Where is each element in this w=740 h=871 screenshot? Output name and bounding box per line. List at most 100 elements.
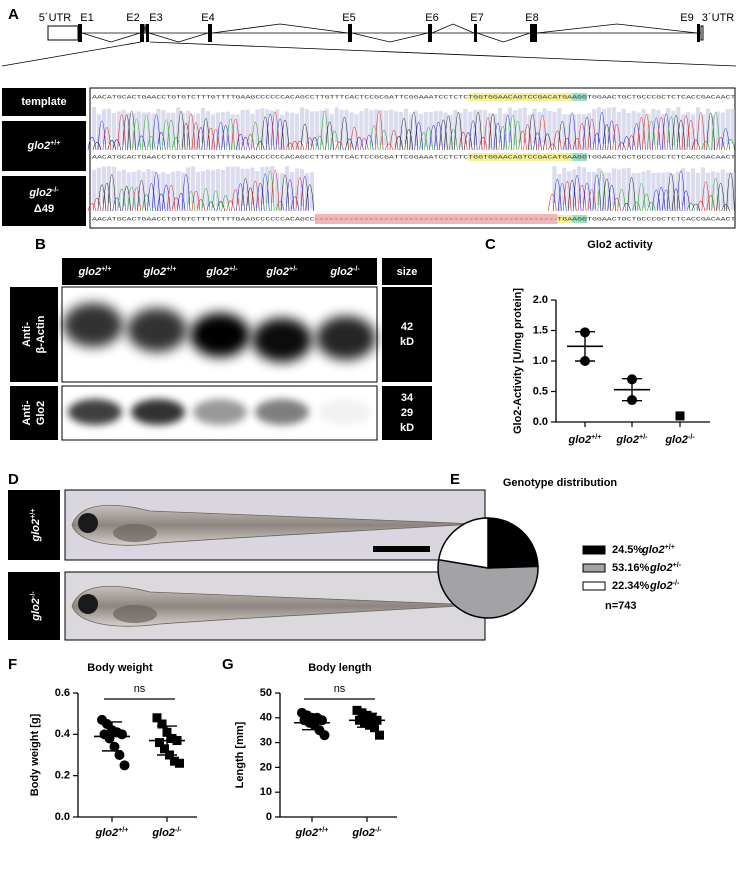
peak (587, 189, 597, 212)
band (68, 399, 122, 425)
peak (246, 187, 255, 212)
point (170, 756, 179, 766)
sequence: AACATGCACTGAACCTGTGTCTTTGTTTTGAAGCCCCCCA… (92, 153, 469, 160)
exon (474, 24, 477, 42)
y-tick-label: 0.4 (55, 728, 71, 740)
sequence: AACATGCACTGAACCTGTGTCTTTGTTTTGAAGCCCCCCA… (92, 215, 316, 222)
peak (439, 119, 448, 151)
peak (686, 119, 696, 151)
quality-bar (309, 111, 314, 147)
quality-bar (492, 114, 498, 150)
quality-bar (730, 172, 735, 210)
quality-bar (230, 166, 235, 204)
quality-bar (483, 110, 488, 146)
peak (711, 178, 720, 212)
guide-highlight (468, 153, 573, 161)
point (175, 758, 184, 768)
band (127, 308, 187, 352)
quality-bar (161, 172, 166, 210)
lane-label: glo2+/- (205, 265, 238, 278)
quality-bar (700, 167, 706, 205)
chart-title: Glo2 activity (587, 239, 653, 251)
peak (241, 178, 250, 212)
peak (478, 136, 488, 151)
image-label: glo2-/- (29, 591, 42, 622)
point (360, 718, 369, 728)
exon (78, 24, 82, 42)
utr (47, 25, 79, 41)
peak (285, 142, 295, 151)
size-label: 42 (401, 321, 413, 333)
x-tick-label: glo2-/- (351, 826, 382, 839)
quality-bar (250, 113, 255, 149)
peak (399, 118, 409, 151)
quality-bar (369, 110, 374, 146)
size-box (382, 386, 432, 440)
quality-bar (349, 112, 354, 148)
quality-bar (393, 111, 399, 147)
quality-bar (96, 167, 102, 205)
peak (671, 188, 681, 212)
quality-bar (537, 112, 542, 148)
peak (691, 203, 701, 212)
band (316, 316, 376, 360)
peak (637, 116, 646, 151)
quality-bar (359, 111, 364, 147)
quality-bar (290, 172, 295, 210)
peak (221, 195, 230, 212)
quality-bar (651, 172, 656, 210)
peak (642, 193, 651, 212)
peak (627, 135, 636, 151)
peak (567, 179, 577, 212)
peak (379, 130, 389, 151)
legend-value: 24.5% (612, 544, 643, 556)
size-header: size (397, 266, 418, 278)
feature-label: 5´UTR (39, 12, 71, 24)
band (63, 303, 123, 347)
peak (582, 116, 592, 151)
feature-label: E3 (149, 12, 162, 24)
quality-bar (686, 112, 691, 148)
quality-bar (690, 168, 696, 206)
exon (348, 24, 352, 42)
size-label: 34 (401, 392, 414, 404)
feature-label: E2 (126, 12, 139, 24)
quality-bar (720, 169, 725, 207)
feature-label: E6 (425, 12, 438, 24)
peak (726, 139, 735, 151)
fish-yolk (113, 524, 157, 542)
quality-bar (384, 110, 389, 146)
peak (721, 128, 730, 151)
intron (81, 32, 141, 43)
peak (468, 120, 478, 151)
quality-bar (572, 114, 577, 150)
sequence: TGAAGGTGGAACTGCTGCCCGCTCTCACCGACAACT (557, 215, 736, 222)
sequence: TGGAACTGCTGCCCGCTCTCACCGACAACT (587, 153, 736, 160)
peak (290, 196, 300, 212)
quality-bar (690, 114, 696, 150)
quality-bar (146, 112, 151, 148)
quality-bar (186, 110, 191, 146)
peak (350, 126, 359, 151)
quality-bar (552, 111, 557, 147)
exon (530, 24, 537, 42)
scale-bar (373, 546, 430, 552)
quality-bar (240, 109, 245, 145)
quality-bar (681, 168, 686, 206)
quality-bar (671, 110, 676, 146)
quality-bar (290, 112, 295, 148)
sequence: TGGTGGAACAGTCCGACATGAAGG (468, 93, 588, 100)
quality-bar (220, 169, 225, 207)
quality-bar (176, 170, 181, 208)
peak (117, 114, 126, 151)
exon (140, 24, 144, 42)
quality-bar (636, 172, 641, 210)
peak (483, 117, 493, 151)
quality-bar (225, 166, 230, 204)
peak (652, 189, 661, 212)
peak (112, 197, 122, 212)
lane-label: glo2-/- (329, 265, 360, 278)
quality-bar (230, 114, 235, 150)
peak (107, 140, 117, 151)
significance-label: ns (134, 683, 146, 695)
